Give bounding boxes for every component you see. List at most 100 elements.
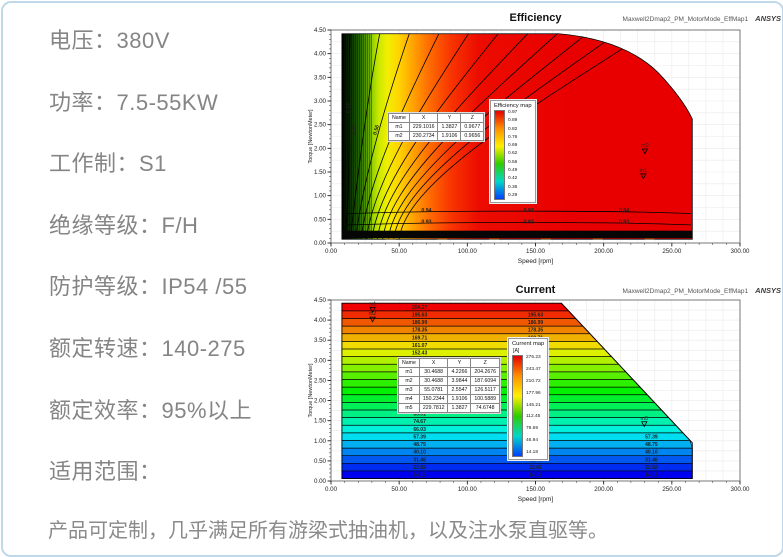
- table-cell: 126.5117: [470, 385, 500, 395]
- svg-text:0.00: 0.00: [314, 478, 327, 485]
- svg-text:195.63: 195.63: [412, 312, 428, 318]
- table-cell: m4: [398, 394, 420, 404]
- spec-line: 防护等级：IP54 /55: [49, 274, 248, 299]
- legend-value: 0.82: [508, 126, 518, 132]
- table-header-cell: Y: [447, 358, 472, 368]
- table-cell: m3: [398, 385, 420, 395]
- table-cell: 30.4688: [418, 376, 449, 386]
- svg-text:1.50: 1.50: [314, 418, 327, 425]
- legend-value: 276.23: [526, 355, 541, 360]
- svg-text:169.71: 169.71: [412, 335, 428, 341]
- table-row: m4 150.2344 1.9106 100.5889: [398, 394, 500, 404]
- svg-text:300.00: 300.00: [731, 248, 750, 255]
- svg-text:2.50: 2.50: [314, 122, 327, 129]
- table-row: m1 229.1016 1.3827 0.9677: [388, 122, 485, 132]
- axes: 0.00 50.00 100.00 150.00 200.00 250.00 300.000…: [308, 27, 750, 265]
- svg-text:74.67: 74.67: [413, 419, 426, 425]
- svg-text:31.46: 31.46: [529, 457, 542, 463]
- svg-text:0.93: 0.93: [421, 220, 431, 226]
- svg-text:0.94: 0.94: [421, 208, 431, 214]
- svg-text:152.43: 152.43: [412, 351, 428, 357]
- table-cell: 4.2266: [447, 367, 472, 377]
- svg-text:57.39: 57.39: [413, 434, 426, 440]
- svg-text:1.00: 1.00: [314, 438, 327, 445]
- table-cell: m2: [398, 376, 420, 386]
- table-cell: 204.2676: [470, 367, 500, 377]
- legend-value: 0.56: [508, 159, 518, 165]
- svg-text:m1: m1: [640, 168, 648, 174]
- svg-text:0.00: 0.00: [314, 240, 327, 247]
- svg-text:m5: m5: [640, 416, 648, 422]
- table-cell: 1.3827: [447, 403, 472, 413]
- table-row: m2 30.4688 3.9844 187.6094: [398, 376, 500, 386]
- ansys-logo: ANSYS: [755, 286, 781, 295]
- table-cell: 1.9106: [437, 131, 462, 141]
- x-axis-label: Speed [rpm]: [518, 496, 554, 503]
- spec-line: 电压：380V: [49, 28, 170, 53]
- svg-text:m2: m2: [369, 311, 377, 317]
- legend-value: 14.18: [526, 450, 539, 455]
- svg-text:178.35: 178.35: [412, 328, 428, 334]
- efficiency-legend: Efficiency map 0.97 0.89 0.82 0.76 0.69 0.62 0.…: [490, 100, 536, 203]
- current-legend: Current map [A] 276.23 243.47 210.72 177.96 14…: [508, 338, 549, 460]
- table-row: m5 229.7812 1.3827 74.6748: [398, 403, 500, 413]
- legend-value: 0.69: [508, 143, 518, 149]
- efficiency-chart: 0.220.430.560.690.760.820.860.880.890.90…: [305, 9, 783, 277]
- svg-text:22.82: 22.82: [413, 465, 426, 471]
- svg-text:1.00: 1.00: [314, 193, 327, 200]
- current-chart-title: Current: [515, 284, 556, 296]
- svg-text:0.43: 0.43: [352, 125, 358, 135]
- y-axis-label: Torque [NewtonMeter]: [308, 109, 314, 164]
- svg-text:14.18: 14.18: [413, 473, 426, 479]
- svg-text:57.39: 57.39: [645, 434, 658, 440]
- legend-value: 0.89: [508, 118, 518, 124]
- product-note: 产品可定制，几乎满足所有游梁式抽油机，以及注水泵直驱等。: [48, 520, 608, 542]
- svg-text:0.56: 0.56: [372, 124, 381, 135]
- spec-line: 绝缘等级：F/H: [49, 213, 199, 238]
- svg-text:204.27: 204.27: [412, 305, 428, 311]
- spec-line: 工作制：S1: [49, 151, 167, 176]
- legend-value: 0.49: [508, 168, 518, 174]
- legend-title: Efficiency map: [494, 103, 532, 109]
- table-cell: 0.9677: [460, 122, 485, 132]
- svg-text:250.00: 250.00: [662, 248, 681, 255]
- svg-text:14.18: 14.18: [529, 473, 542, 479]
- svg-text:40.10: 40.10: [413, 450, 426, 456]
- efficiency-meta-text: Maxwell2Dmap2_PM_MotorMode_EffMap1: [622, 16, 749, 23]
- svg-text:300.00: 300.00: [731, 486, 750, 493]
- svg-text:3.50: 3.50: [314, 337, 327, 344]
- legend-value: 177.96: [526, 390, 541, 396]
- table-cell: m1: [388, 122, 410, 132]
- legend-colorbar: [494, 110, 505, 200]
- table-cell: 187.6094: [470, 376, 500, 386]
- table-header-cell: Name: [398, 358, 420, 368]
- current-chart-meta: Maxwell2Dmap2_PM_MotorMode_EffMap1 ANSYS: [623, 286, 781, 295]
- svg-text:200.00: 200.00: [594, 248, 613, 255]
- table-cell: 100.5889: [470, 394, 500, 404]
- svg-text:178.35: 178.35: [528, 328, 544, 334]
- table-cell: m1: [398, 367, 420, 377]
- svg-text:195.63: 195.63: [528, 312, 544, 318]
- current-envelope: [341, 302, 693, 480]
- legend-value: 0.36: [508, 184, 518, 190]
- table-cell: m2: [388, 131, 410, 141]
- legend-value: 112.45: [526, 414, 541, 420]
- svg-text:186.99: 186.99: [528, 320, 544, 326]
- svg-text:31.46: 31.46: [413, 457, 426, 463]
- svg-text:50.00: 50.00: [391, 248, 407, 255]
- table-header-cell: X: [408, 113, 439, 123]
- svg-text:2.50: 2.50: [314, 377, 327, 384]
- svg-text:100.00: 100.00: [458, 248, 477, 255]
- table-cell: 0.9656: [460, 131, 485, 141]
- svg-text:0.22: 0.22: [347, 103, 353, 113]
- svg-text:4.00: 4.00: [314, 317, 327, 324]
- table-header-cell: Z: [470, 358, 500, 368]
- svg-text:150.00: 150.00: [526, 486, 545, 493]
- table-header-cell: X: [418, 358, 449, 368]
- svg-text:0.93: 0.93: [619, 220, 629, 226]
- svg-text:0.00: 0.00: [325, 248, 338, 255]
- svg-text:161.07: 161.07: [412, 343, 428, 349]
